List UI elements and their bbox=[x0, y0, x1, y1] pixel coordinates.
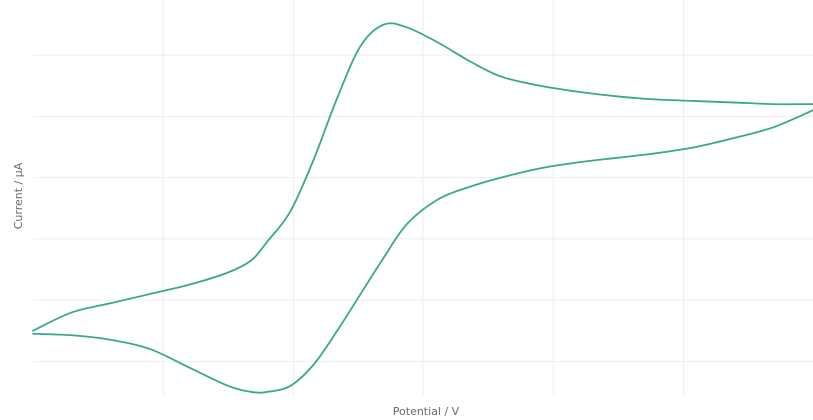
y-axis-label: Current / µA bbox=[12, 162, 25, 229]
reverse-scan-line bbox=[32, 109, 813, 394]
forward-scan-line bbox=[32, 22, 813, 332]
x-axis-label: Potential / V bbox=[393, 405, 460, 418]
grid bbox=[33, 0, 813, 395]
traces bbox=[32, 22, 813, 394]
